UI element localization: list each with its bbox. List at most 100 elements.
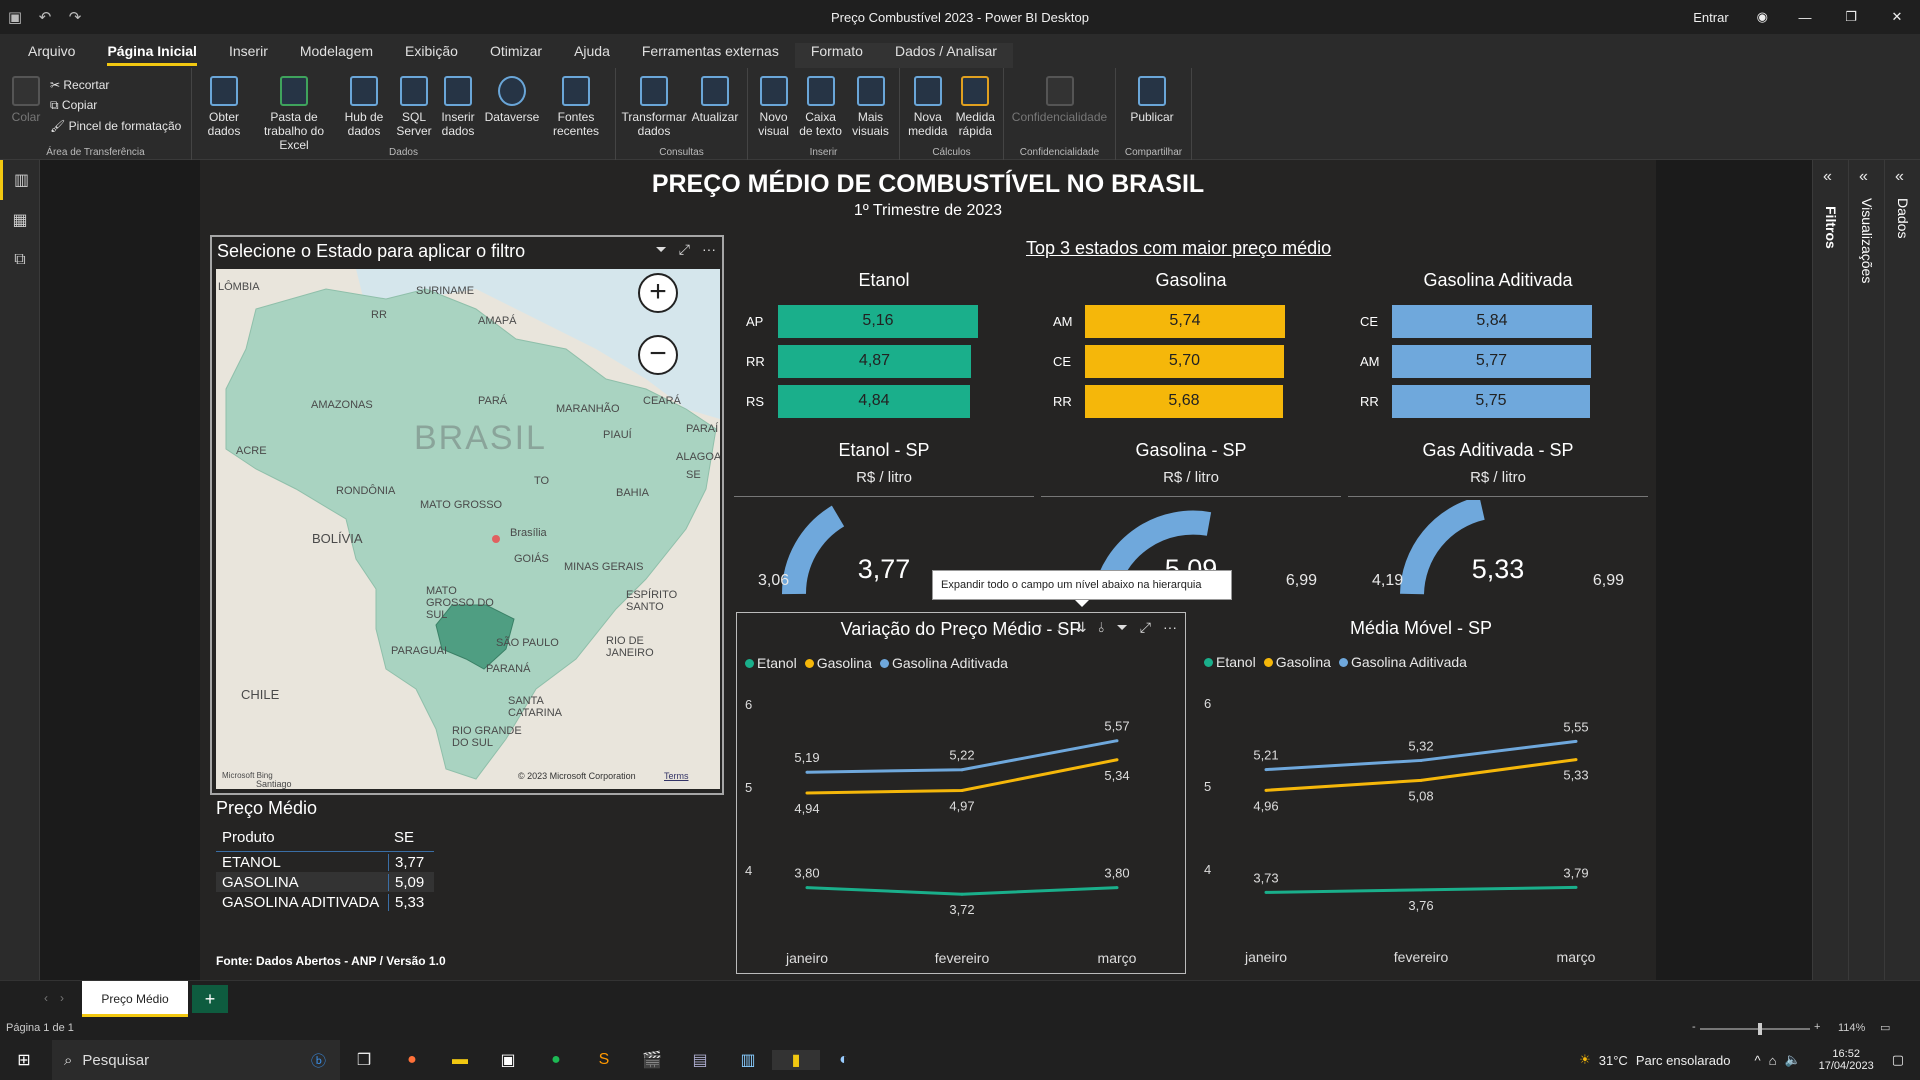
copy-button[interactable]: ⧉ Copiar	[50, 98, 98, 112]
map-canvas[interactable]: LÔMBIA SURINAME RR AMAPÁ AMAZONAS PARÁ M…	[216, 269, 720, 789]
taskbar-search[interactable]: ⌕ Pesquisar ⓑ	[52, 1040, 340, 1080]
zoom-in-button[interactable]: +	[638, 273, 678, 313]
top3-row[interactable]: AM 5,74	[1041, 304, 1341, 338]
volume-icon[interactable]: 🔈	[1784, 1052, 1801, 1067]
price-table[interactable]: Produto SE ETANOL 3,77 GASOLINA 5,09 GAS…	[216, 824, 434, 912]
legend-item[interactable]: Gasolina	[804, 655, 872, 671]
dataverse-button[interactable]: Dataverse	[482, 72, 542, 160]
add-page-button[interactable]: +	[192, 985, 228, 1013]
top3-row[interactable]: RR 4,87	[734, 344, 1034, 378]
minimize-icon[interactable]: —	[1798, 9, 1812, 25]
clock[interactable]: 16:52 17/04/2023	[1819, 1048, 1874, 1072]
restore-icon[interactable]: ❐	[1845, 9, 1857, 24]
more-options-icon[interactable]: ···	[1163, 619, 1177, 635]
expand-icon[interactable]: «	[1823, 168, 1832, 185]
close-icon[interactable]: ✕	[1891, 9, 1903, 24]
expand-icon[interactable]: «	[1895, 168, 1904, 185]
top3-row[interactable]: RR 5,75	[1348, 384, 1648, 418]
filters-pane[interactable]: « Filtros	[1812, 160, 1848, 980]
network-icon[interactable]: ⌂	[1768, 1052, 1777, 1068]
undo-icon[interactable]: ↶	[38, 9, 52, 26]
focus-mode-icon[interactable]: ⤢	[1139, 619, 1151, 635]
cut-button[interactable]: ✂ Recortar	[50, 78, 110, 92]
drill-up-icon[interactable]: ↑	[1036, 619, 1044, 635]
enter-data-button[interactable]: Inserir dados	[438, 72, 478, 160]
sensitivity-button[interactable]: Confidencialidade	[1010, 72, 1109, 160]
tab-dados-analisar[interactable]: Dados / Analisar	[878, 43, 1013, 68]
windows-start-icon[interactable]: ⊞	[17, 1052, 31, 1069]
bing-icon[interactable]: ⓑ	[310, 1052, 326, 1070]
legend-item[interactable]: Etanol	[745, 655, 797, 671]
get-data-button[interactable]: Obter dados	[198, 72, 250, 160]
excel-button[interactable]: Pasta de trabalho do Excel	[254, 72, 334, 160]
data-hub-button[interactable]: Hub de dados	[338, 72, 390, 160]
refresh-button[interactable]: Atualizar	[690, 72, 740, 160]
legend-item[interactable]: Gasolina Aditivada	[1338, 654, 1467, 670]
top3-row[interactable]: AP 5,16	[734, 304, 1034, 338]
zoom-out-button[interactable]: −	[638, 335, 678, 375]
tab-modelagem[interactable]: Modelagem	[299, 43, 374, 59]
filter-icon[interactable]: ⏷	[655, 241, 667, 257]
notifications-icon[interactable]: ▢	[1891, 1052, 1904, 1067]
more-options-icon[interactable]: ···	[702, 241, 716, 257]
zoom-slider[interactable]	[1700, 1028, 1810, 1030]
task-view-icon[interactable]: ❒	[356, 1052, 372, 1069]
powerbi-icon[interactable]: ▮	[772, 1050, 820, 1070]
visualizations-pane[interactable]: « Visualizações	[1848, 160, 1884, 980]
video-editor-icon[interactable]: 🎬	[642, 1052, 662, 1069]
page-tab[interactable]: Preço Médio	[82, 981, 188, 1017]
tab-pagina-inicial[interactable]: Página Inicial	[91, 43, 212, 68]
sublime-icon[interactable]: S	[598, 1051, 610, 1068]
column-header[interactable]: Produto	[222, 829, 275, 846]
table-row[interactable]: ETANOL 3,77	[216, 852, 434, 872]
top3-row[interactable]: CE 5,84	[1348, 304, 1648, 338]
chevron-right-icon[interactable]: ›	[60, 991, 64, 1005]
tab-inserir[interactable]: Inserir	[228, 43, 268, 59]
chart-legend[interactable]: Etanol Gasolina Gasolina Aditivada	[1204, 654, 1467, 670]
chart-legend[interactable]: Etanol Gasolina Gasolina Aditivada	[745, 655, 1008, 671]
signin-button[interactable]: Entrar	[1693, 9, 1729, 25]
app-icon[interactable]: ▥	[740, 1052, 756, 1069]
column-header[interactable]: SE	[394, 829, 415, 846]
model-view-icon[interactable]: ⧉	[14, 251, 26, 268]
app-icon[interactable]: ◐	[839, 1051, 849, 1068]
table-row[interactable]: GASOLINA ADITIVADA 5,33	[216, 892, 434, 912]
tray-expand-icon[interactable]: ^	[1754, 1052, 1761, 1068]
filters-label[interactable]: Filtros	[1823, 206, 1839, 249]
zoom-in-icon[interactable]: +	[1814, 1021, 1821, 1033]
transform-data-button[interactable]: Transformar dados	[622, 72, 686, 160]
top3-row[interactable]: CE 5,70	[1041, 344, 1341, 378]
redo-icon[interactable]: ↷	[68, 9, 82, 26]
report-view-icon[interactable]: ▥	[0, 160, 40, 200]
zoom-thumb[interactable]	[1758, 1023, 1762, 1035]
app-icon[interactable]: ▤	[692, 1052, 708, 1069]
zoom-out-icon[interactable]: -	[1692, 1021, 1696, 1033]
tab-arquivo[interactable]: Arquivo	[28, 43, 76, 59]
visualizations-label[interactable]: Visualizações	[1859, 198, 1875, 284]
textbox-button[interactable]: Caixa de texto	[797, 72, 844, 160]
weather-icon[interactable]: ☀	[1579, 1052, 1591, 1067]
expand-icon[interactable]: «	[1859, 168, 1868, 185]
firefox-icon[interactable]: ●	[407, 1051, 417, 1068]
pycharm-icon[interactable]: ▣	[500, 1052, 516, 1069]
quick-measure-button[interactable]: Medida rápida	[954, 72, 998, 160]
focus-mode-icon[interactable]: ⤢	[678, 241, 690, 257]
file-explorer-icon[interactable]: ▬	[452, 1051, 468, 1068]
save-icon[interactable]: ▣	[7, 9, 23, 26]
tab-otimizar[interactable]: Otimizar	[489, 43, 543, 59]
gauge-etanol[interactable]: Etanol - SP R$ / litro 3,06 3,77	[734, 440, 1034, 600]
paste-button[interactable]: Colar	[6, 72, 46, 160]
legend-item[interactable]: Etanol	[1204, 654, 1256, 670]
top3-row[interactable]: RS 4,84	[734, 384, 1034, 418]
expand-hierarchy-icon[interactable]: ⫰	[1098, 619, 1105, 635]
recent-sources-button[interactable]: Fontes recentes	[546, 72, 606, 160]
sql-server-button[interactable]: SQL Server	[394, 72, 434, 160]
gauge-gas-aditivada[interactable]: Gas Aditivada - SP R$ / litro 4,19 5,33 …	[1348, 440, 1648, 600]
filter-icon[interactable]: ⏷	[1116, 619, 1128, 635]
tab-formato[interactable]: Formato	[794, 43, 879, 68]
line-chart-media-movel[interactable]: Média Móvel - SP Etanol Gasolina Gasolin…	[1196, 612, 1646, 974]
new-visual-button[interactable]: Novo visual	[754, 72, 793, 160]
expand-next-level-icon[interactable]: ⇊	[1074, 619, 1087, 635]
legend-item[interactable]: Gasolina	[1263, 654, 1331, 670]
map-terms-link[interactable]: Terms	[664, 771, 689, 781]
